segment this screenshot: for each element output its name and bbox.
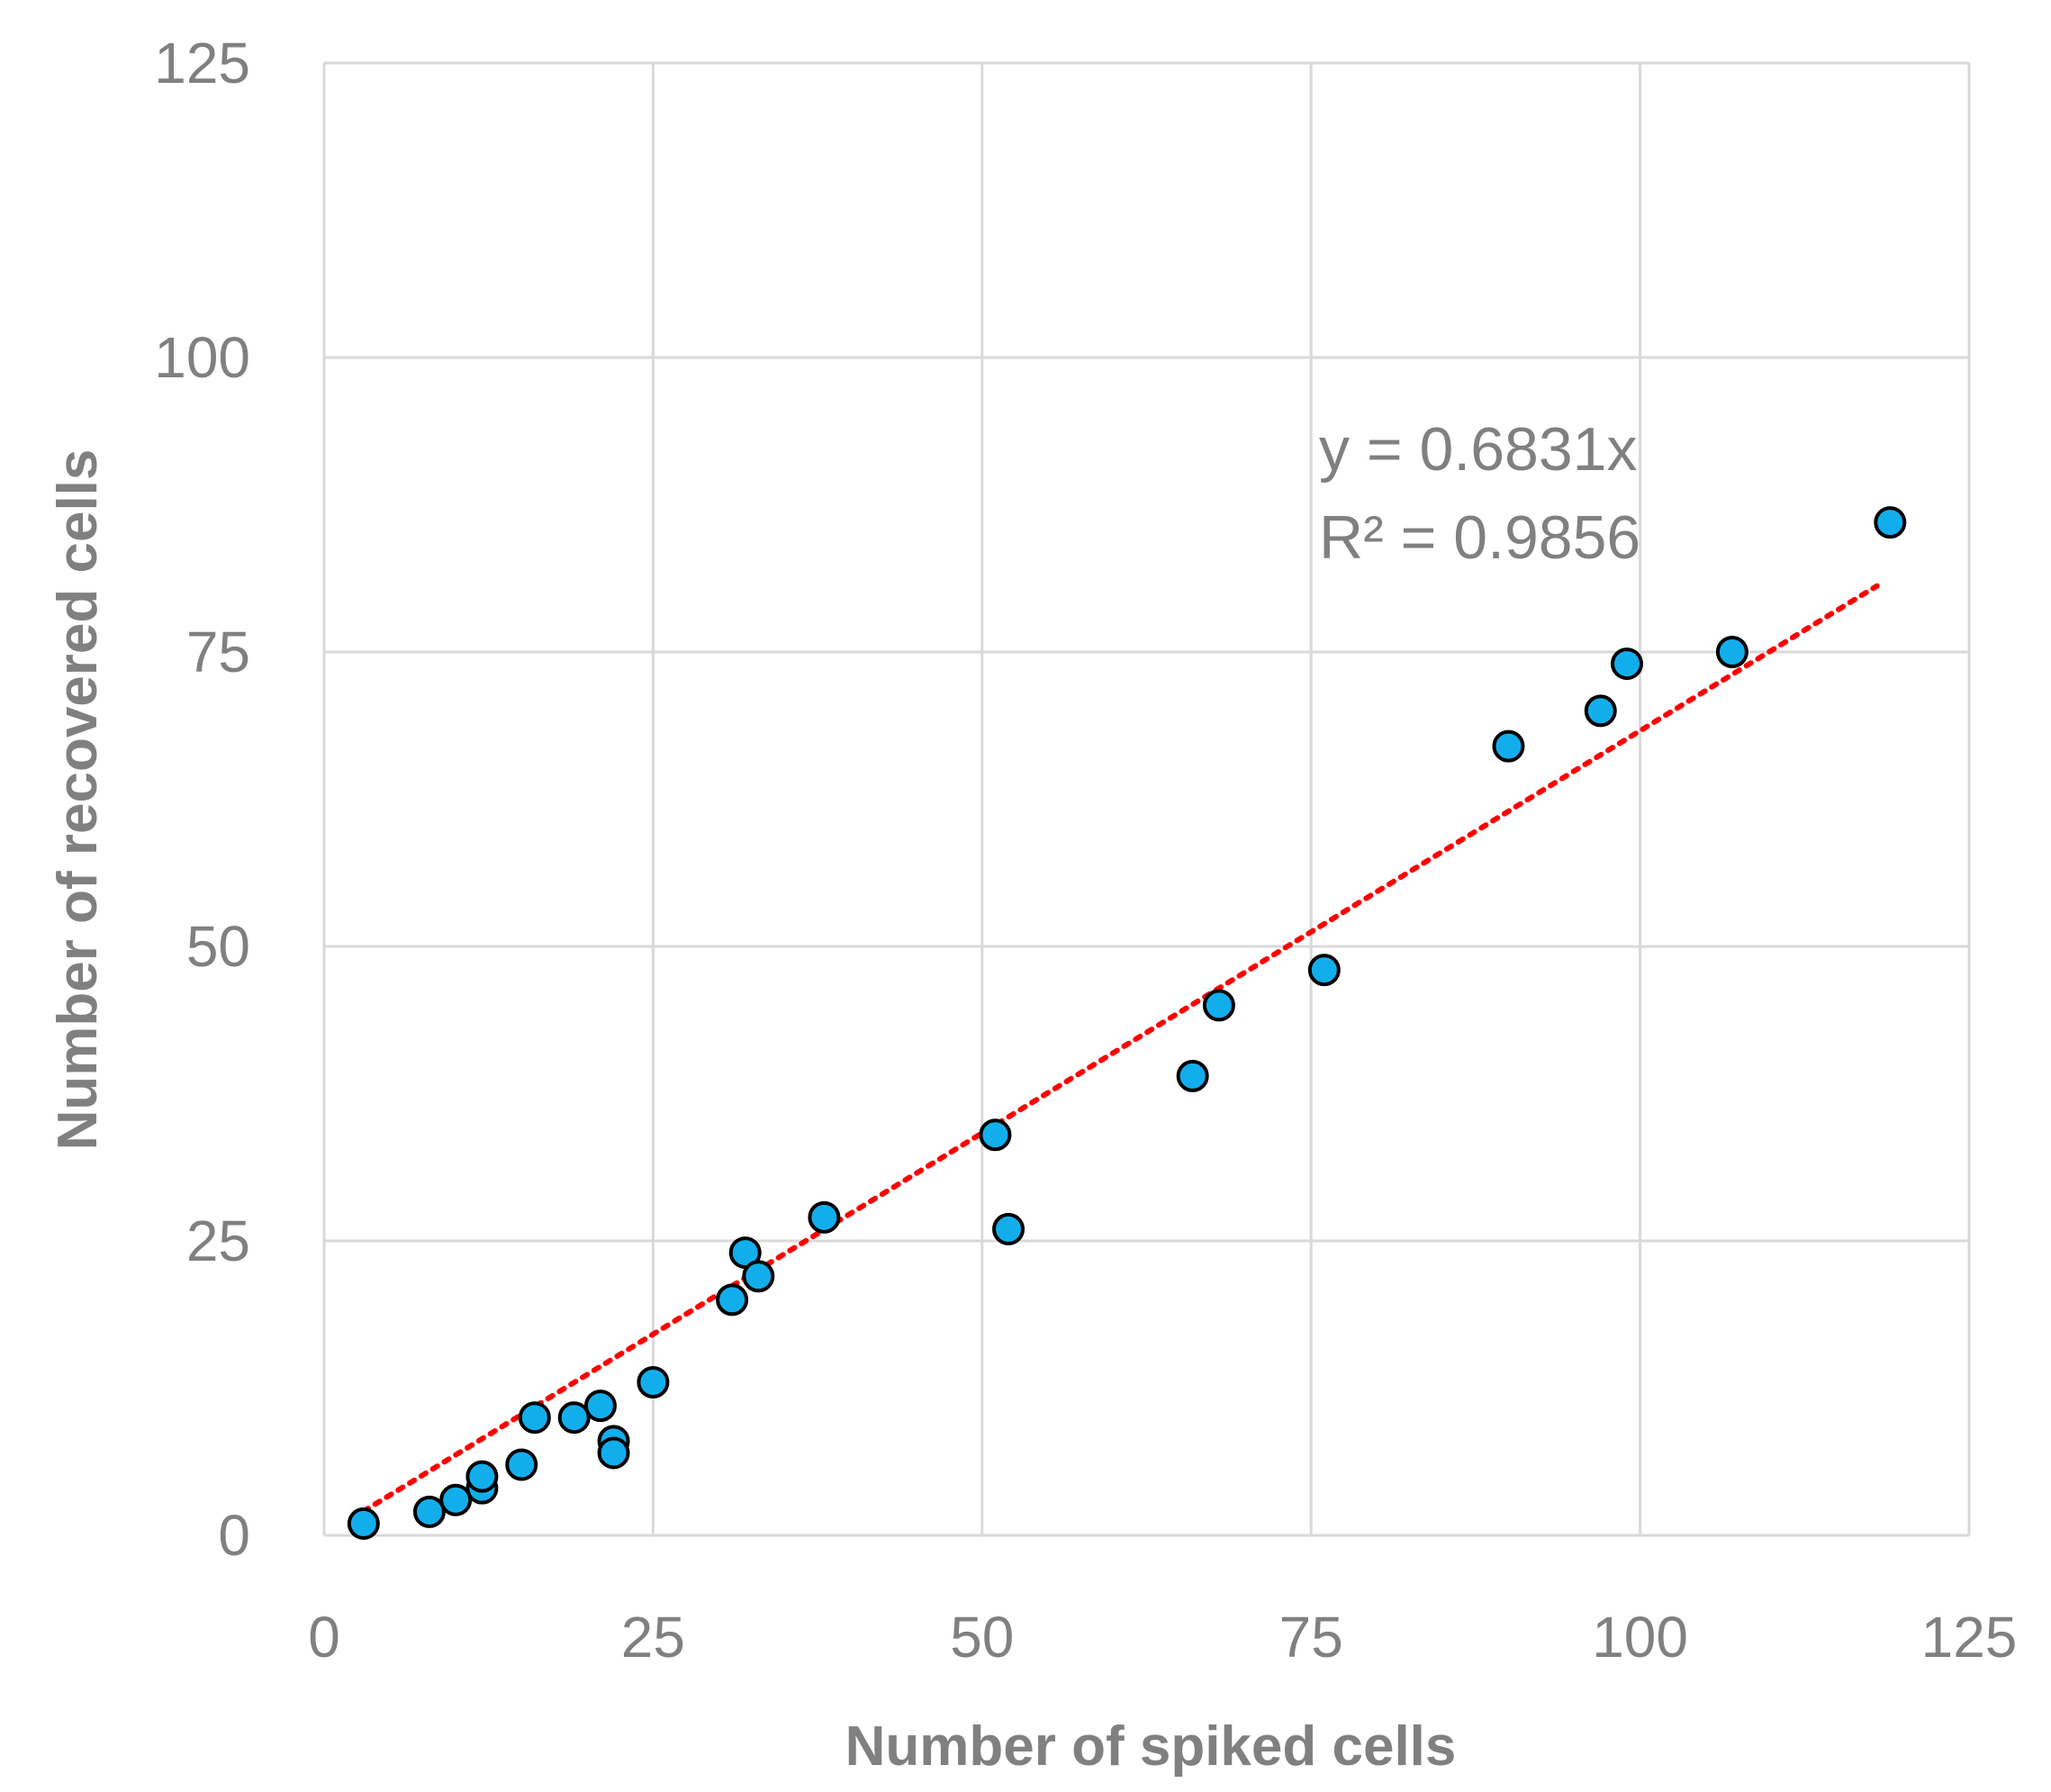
y-tick-label: 100 (154, 325, 250, 390)
x-tick-label: 75 (1279, 1605, 1343, 1670)
data-point (583, 1389, 617, 1423)
data-point (505, 1448, 538, 1481)
data-point (1610, 647, 1643, 681)
data-point (1584, 694, 1617, 728)
data-point (979, 1118, 1012, 1152)
y-axis-title: Number of recovered cells (47, 449, 109, 1151)
data-point (1715, 636, 1748, 668)
data-point (439, 1483, 473, 1516)
x-axis-title: Number of spiked cells (845, 1715, 1457, 1778)
data-point (518, 1401, 551, 1435)
data-point (1202, 989, 1235, 1022)
data-points (347, 506, 1907, 1540)
x-tick-label: 0 (308, 1605, 340, 1670)
x-tick-label: 25 (621, 1605, 685, 1670)
y-tick-label: 125 (154, 31, 250, 95)
data-point (716, 1283, 749, 1317)
x-tick-label: 50 (950, 1605, 1014, 1670)
data-point (1307, 954, 1341, 987)
y-tick-label: 50 (186, 914, 250, 979)
data-point (412, 1495, 446, 1528)
x-tick-label: 100 (1592, 1605, 1688, 1670)
data-point (597, 1436, 630, 1470)
data-point (742, 1260, 775, 1293)
y-tick-labels: 0 25 50 75 100 125 (154, 31, 250, 1568)
data-point (637, 1365, 670, 1398)
trendline-equation: y = 0.6831x (1319, 415, 1637, 484)
data-point (808, 1200, 841, 1234)
y-tick-label: 25 (186, 1208, 250, 1273)
data-point (992, 1212, 1026, 1245)
data-point (557, 1401, 591, 1435)
data-point (347, 1507, 380, 1540)
trendline-group (360, 583, 1880, 1515)
y-tick-label: 75 (186, 620, 250, 684)
y-tick-label: 0 (218, 1503, 250, 1568)
grid-lines (322, 61, 1971, 1537)
x-tick-label: 125 (1921, 1605, 2018, 1670)
x-tick-labels: 0 25 50 75 100 125 (308, 1605, 2017, 1670)
trendline (360, 583, 1880, 1515)
data-point (465, 1460, 499, 1493)
data-point (1492, 729, 1525, 763)
trendline-r-squared: R² = 0.9856 (1319, 503, 1640, 572)
data-point (1176, 1059, 1209, 1092)
data-point (1874, 506, 1907, 539)
